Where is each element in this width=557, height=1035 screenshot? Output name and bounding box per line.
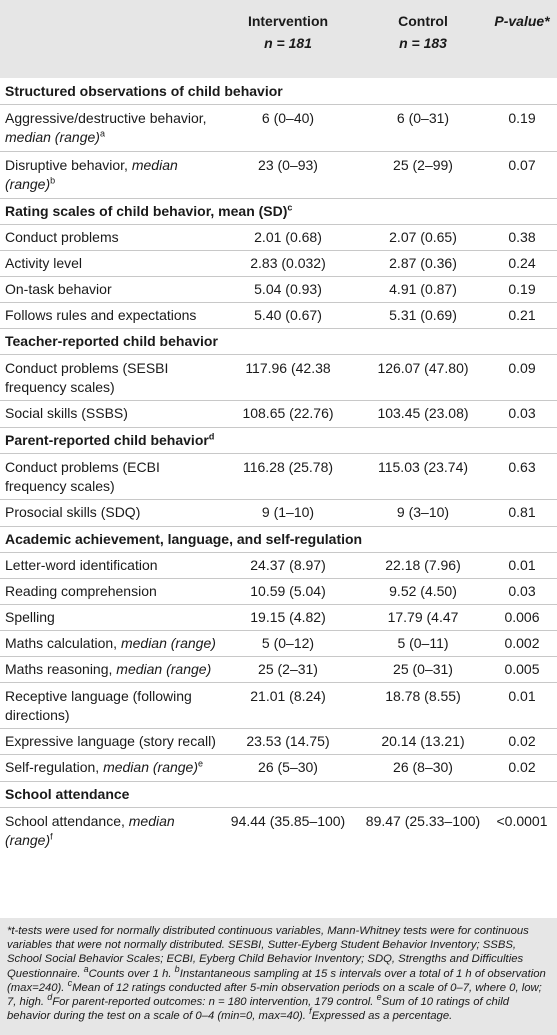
table-row: Conduct problems 2.01 (0.68) 2.07 (0.65)… xyxy=(0,225,557,251)
section-header: Structured observations of child behavio… xyxy=(0,78,557,105)
col-control-header: Control n = 183 xyxy=(358,10,488,54)
table-row: On-task behavior 5.04 (0.93) 4.91 (0.87)… xyxy=(0,277,557,303)
table-row: Conduct problems (ECBI frequency scales) … xyxy=(0,454,557,500)
table-header: Intervention n = 181 Control n = 183 P-v… xyxy=(0,0,557,78)
col-intervention-header: Intervention n = 181 xyxy=(228,10,348,54)
table-row: Aggressive/destructive behavior, median (… xyxy=(0,105,557,152)
section-header: Teacher-reported child behavior xyxy=(0,329,557,355)
table-row: Maths calculation, median (range) 5 (0–1… xyxy=(0,631,557,657)
table-row: Receptive language (following directions)… xyxy=(0,683,557,729)
table-row: Spelling 19.15 (4.82) 17.79 (4.47 0.006 xyxy=(0,605,557,631)
table-row: Social skills (SSBS) 108.65 (22.76) 103.… xyxy=(0,401,557,428)
table-row: Reading comprehension 10.59 (5.04) 9.52 … xyxy=(0,579,557,605)
table-footnote: *t-tests were used for normally distribu… xyxy=(0,918,557,1035)
section-header: School attendance xyxy=(0,782,557,808)
table-row: Follows rules and expectations 5.40 (0.6… xyxy=(0,303,557,329)
section-header: Academic achievement, language, and self… xyxy=(0,527,557,553)
col-pvalue-header: P-value* xyxy=(494,13,550,29)
intervention-n: n = 181 xyxy=(264,35,312,51)
table-row: Conduct problems (SESBI frequency scales)… xyxy=(0,355,557,401)
table-row: Activity level 2.83 (0.032) 2.87 (0.36) … xyxy=(0,251,557,277)
results-table: Intervention n = 181 Control n = 183 P-v… xyxy=(0,0,557,848)
table-row: School attendance, median (range)f 94.44 … xyxy=(5,813,548,848)
table-row: Disruptive behavior, median (range)b 23 (… xyxy=(0,152,557,199)
table-row: Maths reasoning, median (range) 25 (2–31… xyxy=(0,657,557,683)
control-n: n = 183 xyxy=(399,35,447,51)
table-row: Self-regulation, median (range)e 26 (5–3… xyxy=(0,755,557,782)
section-header: Parent-reported child behaviord xyxy=(0,428,557,454)
table-row: Prosocial skills (SDQ) 9 (1–10) 9 (3–10)… xyxy=(0,500,557,527)
section-header: Rating scales of child behavior, mean (S… xyxy=(0,199,557,225)
table-row: Letter-word identification 24.37 (8.97) … xyxy=(0,553,557,579)
table-row: Expressive language (story recall) 23.53… xyxy=(0,729,557,755)
